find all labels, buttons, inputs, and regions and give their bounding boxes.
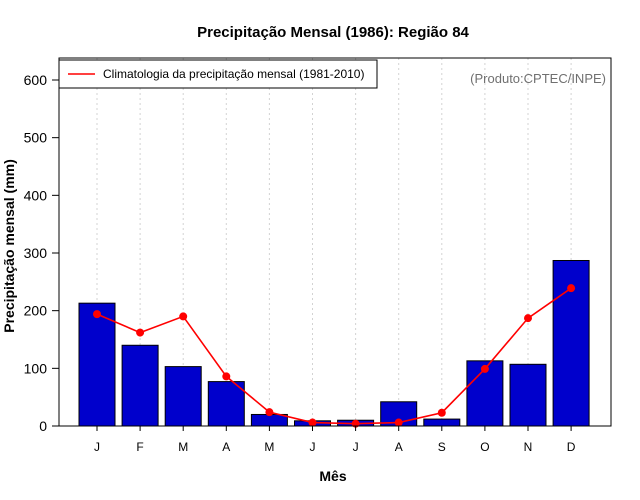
climatology-point	[480, 364, 489, 373]
legend-entry: Climatologia da precipitação mensal (198…	[103, 67, 364, 81]
bars	[78, 259, 590, 427]
legend-box	[58, 59, 378, 89]
x-tick-label: M	[264, 440, 274, 454]
chart-title: Precipitação Mensal (1986): Região 84	[197, 24, 469, 41]
plot-frame	[58, 57, 612, 427]
climatology-point	[265, 408, 274, 417]
climatology-point	[179, 312, 188, 321]
bar	[121, 344, 159, 427]
y-tick-label: 600	[24, 72, 48, 88]
x-tick-label: M	[178, 440, 188, 454]
y-tick-label: 300	[24, 245, 48, 261]
bar	[207, 381, 245, 427]
climatology-point	[394, 418, 403, 427]
legend: Climatologia da precipitação mensal (198…	[58, 59, 378, 89]
climatology-point	[93, 310, 101, 319]
climatology-point	[308, 418, 317, 427]
x-tick-label: N	[524, 440, 533, 454]
bar	[509, 363, 547, 427]
x-tick-label: S	[438, 440, 446, 454]
y-axis-label: Precipitação mensal (mm)	[1, 159, 17, 333]
climatology-series-line	[96, 287, 572, 425]
climatology-point	[524, 314, 532, 323]
climatology-point	[222, 372, 231, 381]
bar	[250, 413, 288, 427]
x-tick-label: A	[395, 440, 403, 454]
x-tick-label: F	[136, 440, 143, 454]
x-tick-label: J	[310, 440, 316, 454]
bar	[164, 366, 202, 427]
y-tick-label: 200	[24, 303, 48, 319]
bar	[78, 302, 116, 427]
y-tick-label: 500	[24, 130, 48, 146]
x-tick-label: J	[353, 440, 359, 454]
climatology-point	[136, 328, 145, 337]
climatology-point	[567, 284, 576, 293]
climatology-point	[437, 408, 446, 417]
x-tick-label: D	[567, 440, 576, 454]
x-tick-label: O	[480, 440, 489, 454]
x-tick-label: J	[94, 440, 100, 454]
x-tick-label: A	[222, 440, 230, 454]
y-tick-label: 0	[39, 418, 47, 434]
climatology-line	[93, 284, 576, 428]
y-axis: 0 100 200 300 400 500 600	[24, 72, 59, 434]
y-tick-label: 400	[24, 187, 48, 203]
y-tick-label: 100	[24, 360, 48, 376]
credit-annotation: (Produto:CPTEC/INPE)	[470, 71, 606, 86]
bar	[423, 418, 461, 427]
x-axis-label: Mês	[319, 468, 346, 484]
